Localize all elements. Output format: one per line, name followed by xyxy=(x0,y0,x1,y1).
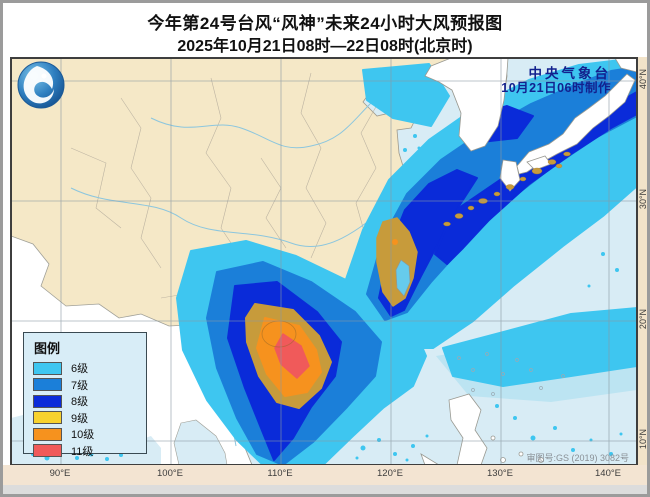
japan-hokkaido xyxy=(614,58,637,73)
page-subtitle: 2025年10月21日08时—22日08时(北京时) xyxy=(177,38,473,55)
legend-row: 9级 xyxy=(33,410,146,427)
legend-label-6: 6级 xyxy=(71,363,89,376)
philippines-luzon xyxy=(448,393,488,465)
legend-swatch-7 xyxy=(33,378,62,392)
palawan xyxy=(420,453,440,465)
wind-level10-spot xyxy=(392,239,398,245)
legend-swatch-10 xyxy=(33,427,62,441)
agency-name: 中央气象台 xyxy=(528,66,611,81)
legend-swatch-11 xyxy=(33,444,62,458)
lat-label-20n: 20°N xyxy=(638,308,648,330)
legend: 图例 6级 7级 8级 9级 10级 11 xyxy=(23,332,147,458)
small-island xyxy=(538,457,544,463)
japan-kyushu xyxy=(499,159,521,192)
corner-margin xyxy=(638,465,647,485)
wind-layers xyxy=(176,58,637,465)
legend-label-7: 7级 xyxy=(71,379,89,392)
legend-row: 8级 xyxy=(33,393,146,410)
legend-row: 11级 xyxy=(33,443,146,460)
lon-label-90e: 90°E xyxy=(49,468,71,479)
lat-label-40n: 40°N xyxy=(638,68,648,90)
page-title: 今年第24号台风“风神”未来24小时大风预报图 xyxy=(147,14,503,33)
bottom-margin xyxy=(3,485,647,494)
lat-label-10n: 10°N xyxy=(638,428,648,450)
latitude-axis: 40°N 30°N 20°N 10°N xyxy=(638,57,647,465)
legend-row: 10级 xyxy=(33,426,146,443)
lat-label-30n: 30°N xyxy=(638,188,648,210)
legend-swatch-8 xyxy=(33,394,62,408)
cma-logo xyxy=(17,61,65,109)
scs-islets xyxy=(457,352,565,396)
lon-label-140e: 140°E xyxy=(595,468,621,479)
issue-time: 10月21日06时制作 xyxy=(501,81,611,95)
map-approval-number: 审图号:GS (2019) 3082号 xyxy=(526,453,629,463)
taiwan-island xyxy=(395,259,411,297)
lon-label-130e: 130°E xyxy=(487,468,513,479)
longitude-axis: 90°E 100°E 110°E 120°E 130°E 140°E xyxy=(3,465,647,485)
legend-row: 6级 xyxy=(33,360,146,377)
sea-gulf-thailand xyxy=(173,419,228,465)
map-canvas: 中央气象台 10月21日06时制作 审图号:GS (2019) 3082号 图例… xyxy=(10,57,638,466)
lon-label-120e: 120°E xyxy=(377,468,403,479)
lon-label-100e: 100°E xyxy=(157,468,183,479)
small-island xyxy=(518,451,524,457)
legend-row: 7级 xyxy=(33,377,146,394)
legend-label-8: 8级 xyxy=(71,396,89,409)
legend-label-11: 11级 xyxy=(71,445,94,458)
wind-level11-core xyxy=(274,333,310,379)
legend-swatch-9 xyxy=(33,411,62,425)
map-frame xyxy=(11,58,637,465)
legend-title: 图例 xyxy=(34,341,61,356)
legend-label-10: 10级 xyxy=(71,429,95,442)
legend-label-9: 9级 xyxy=(71,412,89,425)
graticule xyxy=(11,58,637,465)
agency-block: 中央气象台 10月21日06时制作 xyxy=(501,66,611,96)
small-island xyxy=(500,457,506,463)
legend-swatch-6 xyxy=(33,361,62,375)
small-island xyxy=(490,435,496,441)
lon-label-110e: 110°E xyxy=(267,468,293,479)
